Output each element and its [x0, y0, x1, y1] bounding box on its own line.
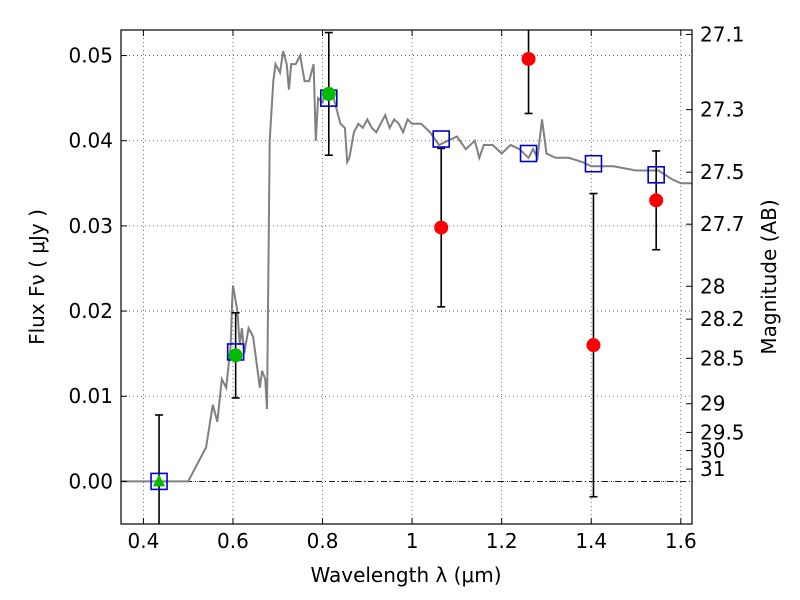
plot-frame: [120, 29, 693, 525]
model-spectrum-line: [121, 51, 692, 483]
right-tick-label: 28.2: [700, 307, 745, 331]
grid: [121, 30, 692, 524]
right-tick-label: 30: [700, 438, 725, 462]
x-tick-label: 1.4: [575, 529, 607, 553]
model-photometry-square: [584, 154, 603, 173]
model-photometry-square: [519, 144, 538, 163]
right-tick-label: 27.1: [700, 22, 745, 46]
right-tick-label: 28: [700, 274, 725, 298]
x-tick-label: 1.2: [486, 529, 518, 553]
detection-triangle: [153, 474, 166, 487]
axis-ticks: [121, 30, 692, 524]
measurement-point: [649, 193, 664, 208]
x-tick-label: 0.8: [307, 529, 339, 553]
x-tick-labels: 0.4 0.6 0.8 1 1.2 1.4 1.6: [127, 529, 696, 553]
right-tick-label: 27.5: [700, 160, 745, 184]
right-tick-label: 27.7: [700, 212, 745, 236]
data-markers: [150, 51, 665, 491]
y-tick-label: 0.04: [68, 129, 113, 153]
measurement-point: [434, 220, 449, 235]
model-photometry-square: [432, 130, 451, 148]
x-tick-label: 0.4: [127, 529, 159, 553]
right-tick-label: 28.5: [700, 346, 745, 370]
y-tick-labels: 0.00 0.01 0.02 0.03 0.04 0.05: [68, 44, 113, 494]
right-tick-label: 27.3: [700, 98, 745, 122]
x-tick-label: 0.6: [217, 529, 249, 553]
detection-point: [228, 348, 243, 363]
detection-point: [321, 86, 336, 101]
measurement-point: [521, 51, 536, 66]
y-axis-label: Flux Fν ( μJy ): [25, 209, 49, 345]
model-photometry-square: [647, 165, 665, 184]
x-axis-label: Wavelength λ (μm): [310, 563, 501, 587]
y-tick-label: 0.05: [68, 44, 113, 68]
right-tick-label: 31: [700, 457, 725, 481]
x-tick-label: 1: [406, 529, 419, 553]
y-tick-label: 0.00: [68, 469, 113, 493]
right-tick-label: 29: [700, 392, 725, 416]
y-tick-label: 0.01: [68, 384, 113, 408]
right-axis-label: Magnitude (AB): [757, 199, 781, 354]
y-tick-label: 0.03: [68, 214, 113, 238]
measurement-point: [586, 338, 601, 353]
error-bars: [155, 30, 661, 524]
x-tick-label: 1.6: [665, 529, 697, 553]
model-photometry-square: [150, 472, 168, 491]
y-tick-label: 0.02: [68, 299, 113, 323]
right-tick-label: 29.5: [700, 420, 745, 444]
